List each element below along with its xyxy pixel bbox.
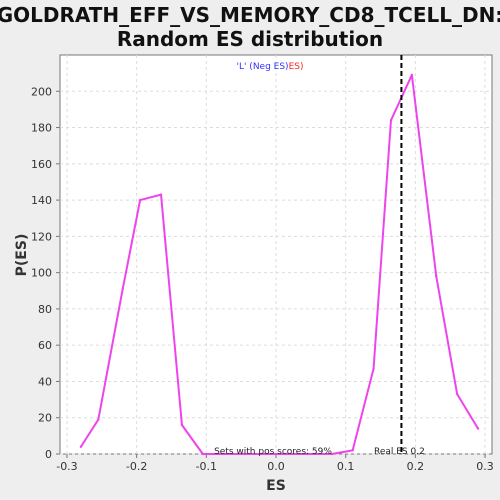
data-point [455,392,459,396]
y-tick-label: 20 [38,412,52,425]
x-tick-label: 0.2 [407,460,425,473]
data-point [372,367,375,370]
y-tick-label: 160 [31,158,52,171]
legend-part1: 'L' (Neg ES) [236,62,288,72]
x-tick-label: -0.2 [126,460,147,473]
data-point [79,445,83,448]
pos-scores-annotation: Sets with pos scores: 59% [214,447,332,457]
data-point [180,423,184,427]
y-tick-label: 120 [31,230,52,243]
chart-title-line1: GOLDRATH_EFF_VS_MEMORY_CD8_TCELL_DN: [0,3,500,27]
y-tick-label: 180 [31,122,52,135]
x-tick-label: 0.1 [337,460,355,473]
real-es-layer: Real ES 0.2 [374,55,425,457]
y-tick-label: 140 [31,194,52,207]
data-point [159,193,163,196]
x-tick-label: 0.3 [476,460,494,473]
y-tick-label: 100 [31,267,52,280]
y-tick-label: 40 [38,375,52,388]
data-point [243,452,246,456]
data-point [306,452,309,456]
y-axis-title: P(ES) [14,234,30,277]
data-point [222,452,225,456]
series-layer [79,73,480,456]
data-point [476,427,480,430]
y-tick-label: 0 [45,448,52,461]
x-tick-label: -0.1 [196,460,217,473]
data-point [351,449,354,452]
y-tick-label: 200 [31,85,52,98]
x-tick-label: -0.3 [56,460,77,473]
real-es-label: Real ES 0.2 [374,447,425,457]
x-tick-label: 0.0 [267,460,285,473]
chart-title-line2: Random ES distribution [117,27,383,51]
data-point [389,119,393,122]
data-point [138,198,142,202]
data-point [121,287,124,291]
data-point [435,275,438,278]
data-point [330,452,333,456]
x-axis-title: ES [266,478,286,494]
y-tick-label: 80 [38,303,52,316]
data-point [285,452,288,456]
data-point [410,73,414,77]
data-point [97,418,100,421]
data-point [264,452,267,456]
axes: -0.3 -0.2 -0.1 0.0 0.1 0.2 0.3 0 20 40 60 80 100 120 1… [31,85,494,473]
legend: 'L' (Neg ES)ES) [236,62,303,72]
legend-part2: ES) [289,62,304,72]
distribution-line [80,73,479,455]
grid [60,55,492,455]
data-point [201,452,205,456]
y-tick-label: 60 [38,339,52,352]
